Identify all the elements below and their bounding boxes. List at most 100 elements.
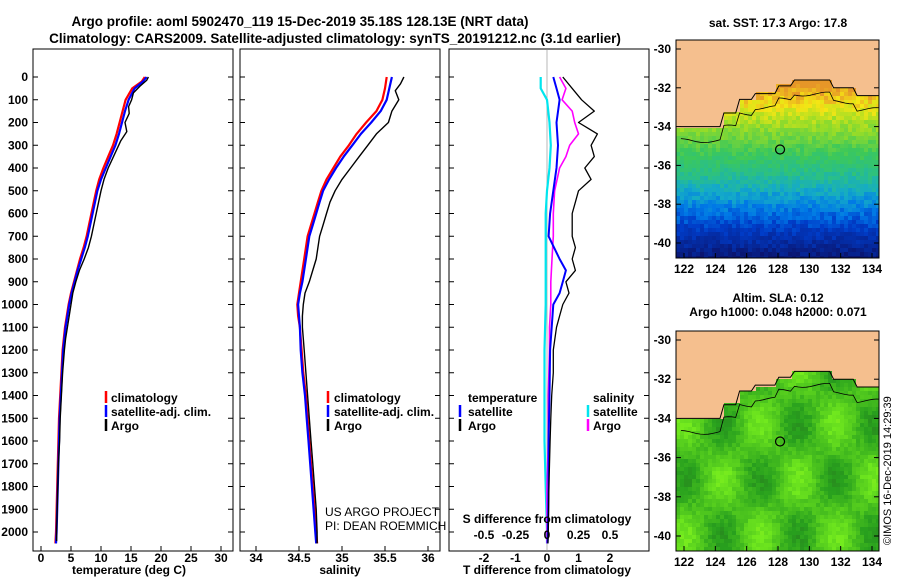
map-cell	[692, 351, 697, 356]
map-cell	[696, 180, 701, 185]
map-cell	[772, 435, 777, 440]
map-cell	[792, 507, 797, 512]
map-cell	[812, 224, 817, 229]
map-cell	[756, 44, 761, 49]
map-cell	[700, 48, 705, 53]
map-cell	[720, 88, 725, 93]
map-cell	[716, 52, 721, 57]
map-cell	[676, 507, 681, 512]
map-cell	[836, 40, 841, 45]
map-cell	[844, 96, 849, 101]
map-cell	[756, 188, 761, 193]
project-note-line1: US ARGO PROJECT	[325, 505, 440, 519]
map-cell	[716, 331, 721, 336]
map-cell	[836, 172, 841, 177]
map-cell	[840, 176, 845, 181]
map-cell	[680, 256, 685, 258]
map-cell	[868, 152, 873, 157]
map-cell	[860, 232, 865, 237]
map-cell	[700, 72, 705, 77]
map-cell	[812, 160, 817, 165]
map-cell	[788, 535, 793, 540]
map-cell	[796, 64, 801, 69]
map-cell	[752, 451, 757, 456]
map-cell	[708, 379, 713, 384]
map-cell	[716, 248, 721, 253]
map-cell	[676, 399, 681, 404]
map-cell	[732, 347, 737, 352]
map-cell	[704, 531, 709, 536]
map-cell	[740, 451, 745, 456]
map-cell	[780, 471, 785, 476]
map-cell	[724, 547, 729, 551]
map-cell	[864, 84, 869, 89]
map-cell	[744, 335, 749, 340]
map-cell	[808, 196, 813, 201]
map-cell	[704, 543, 709, 548]
map-cell	[764, 248, 769, 253]
map-cell	[724, 256, 729, 258]
map-cell	[708, 244, 713, 249]
depth-tick-label: 400	[8, 161, 28, 175]
map-cell	[804, 48, 809, 53]
map-cell	[800, 335, 805, 340]
map-cell	[800, 160, 805, 165]
map-cell	[760, 375, 765, 380]
map-cell	[856, 164, 861, 169]
map-cell	[720, 495, 725, 500]
map-cell	[844, 132, 849, 137]
map-cell	[732, 184, 737, 189]
map-cell	[704, 427, 709, 432]
map-cell	[760, 519, 765, 524]
map-cell	[868, 204, 873, 209]
map-cell	[704, 359, 709, 364]
map-cell	[724, 40, 729, 45]
map-cell	[780, 411, 785, 416]
map-cell	[744, 244, 749, 249]
map-cell	[820, 252, 825, 257]
map-cell	[772, 236, 777, 241]
map-cell	[708, 68, 713, 73]
map-cell	[712, 180, 717, 185]
map-cell	[684, 355, 689, 360]
map-cell	[736, 148, 741, 153]
map-cell	[748, 519, 753, 524]
map-cell	[812, 503, 817, 508]
map-cell	[856, 208, 861, 213]
map-cell	[768, 331, 773, 336]
latitude-tick-label: -30	[654, 42, 672, 56]
map-cell	[792, 455, 797, 460]
map-cell	[752, 431, 757, 436]
map-cell	[812, 459, 817, 464]
t-difference-tick-label: -1	[510, 551, 521, 565]
map-cell	[844, 44, 849, 49]
map-cell	[796, 419, 801, 424]
map-cell	[788, 463, 793, 468]
map-cell	[764, 104, 769, 109]
map-cell	[816, 64, 821, 69]
map-cell	[776, 395, 781, 400]
map-cell	[700, 92, 705, 97]
map-cell	[772, 511, 777, 516]
map-cell	[784, 499, 789, 504]
map-cell	[732, 483, 737, 488]
map-cell	[684, 200, 689, 205]
map-cell	[876, 244, 879, 249]
map-cell	[712, 192, 717, 197]
map-cell	[680, 120, 685, 125]
map-cell	[760, 535, 765, 540]
map-cell	[772, 116, 777, 121]
map-cell	[852, 76, 857, 81]
map-cell	[776, 140, 781, 145]
map-cell	[736, 216, 741, 221]
map-cell	[684, 160, 689, 165]
map-cell	[724, 467, 729, 472]
map-cell	[840, 240, 845, 245]
map-cell	[820, 256, 825, 258]
map-cell	[752, 331, 757, 336]
map-cell	[704, 200, 709, 205]
map-cell	[788, 511, 793, 516]
map-cell	[828, 248, 833, 253]
map-cell	[676, 331, 681, 336]
map-cell	[776, 228, 781, 233]
